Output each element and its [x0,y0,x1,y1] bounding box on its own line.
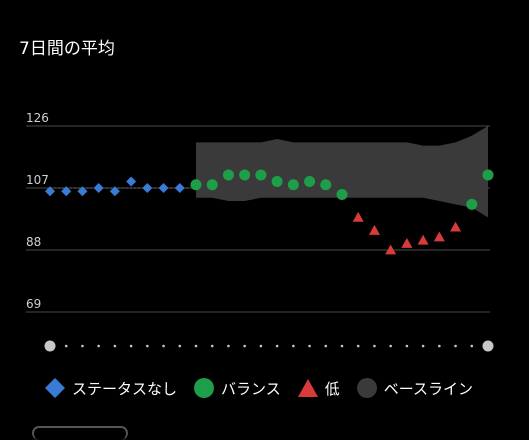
data-point-low [450,221,462,232]
scrubber-dot [64,344,68,348]
scrubber-dot [340,344,344,348]
scrubber-dot [308,344,311,348]
scrubber-dot [194,344,198,348]
data-point-balanced [271,175,283,187]
data-point-no-status [158,183,169,193]
legend-item-baseline: ベースライン [356,377,473,399]
baseline-band [196,126,488,218]
scrubber-dot [129,344,133,348]
data-point-no-status [126,176,137,187]
legend-label: ステータスなし [72,379,178,398]
data-point-balanced [222,169,234,181]
scrubber-dot [454,344,457,348]
baseline-chart: 126 107 88 69 [26,111,494,352]
chart-legend: ステータスなし バランス 低 ベースライン [44,377,473,399]
data-point-balanced [206,179,218,191]
scrubber-dot [275,344,279,348]
scrubber-dot [81,344,84,348]
scrubber-handle[interactable] [482,340,494,352]
scrubber-dot [405,344,409,348]
scrubber-dot [227,344,230,348]
scrubber-dot [146,344,149,348]
scrubber-dot [421,344,425,348]
legend-item-low: 低 [297,377,340,399]
data-point-balanced [287,179,299,191]
y-tick-label: 107 [26,173,49,187]
data-point-no-status [77,186,88,197]
data-point-balanced [336,189,348,201]
data-point-low [385,244,397,255]
data-point-no-status [45,186,55,197]
data-point-no-status [142,183,153,193]
legend-item-balanced: バランス [193,377,281,399]
scrubber-handle[interactable] [44,340,56,352]
data-point-balanced [466,198,478,210]
circle-icon [194,378,215,398]
data-point-low [368,224,380,235]
scrubber-dot [178,344,182,348]
data-point-low [433,231,445,242]
legend-item-no-status: ステータスなし [44,377,177,399]
scrubber-dot [389,344,392,348]
scrubber-dot [438,344,441,348]
data-point-low [352,211,364,222]
triangle-icon [297,379,318,397]
data-point-balanced [320,179,332,191]
bottom-button-edge[interactable] [32,426,128,440]
scrubber-dot [324,344,328,348]
data-point-balanced [239,169,251,181]
page-title: 7日間の平均 [19,39,115,59]
scrubber-dot [259,344,263,348]
data-point-low [401,237,413,248]
legend-label: 低 [324,379,340,398]
scrubber-dot [292,344,295,348]
y-tick-label: 126 [26,111,49,125]
scrubber-dot [162,344,165,348]
circle-icon [356,378,377,398]
scrubber-dot [113,344,117,348]
data-point-no-status [174,183,185,193]
data-point-low [417,234,429,245]
data-point-no-status [93,183,104,193]
diamond-icon [45,378,65,398]
scrubber-dot [356,344,360,348]
data-point-no-status [109,186,120,197]
data-point-no-status [61,186,72,197]
y-tick-label: 69 [26,297,41,311]
scrubber-dot [210,344,214,348]
scrubber-dot [243,344,246,348]
scrubber-dot [97,344,100,348]
scrubber-dot [470,344,474,348]
data-point-balanced [255,169,267,181]
data-point-balanced [304,175,316,187]
data-point-balanced [482,169,494,181]
scrubber-dot [373,344,376,348]
legend-label: ベースライン [383,379,473,398]
legend-label: バランス [221,379,281,398]
data-point-balanced [190,179,202,191]
y-tick-label: 88 [26,235,41,249]
